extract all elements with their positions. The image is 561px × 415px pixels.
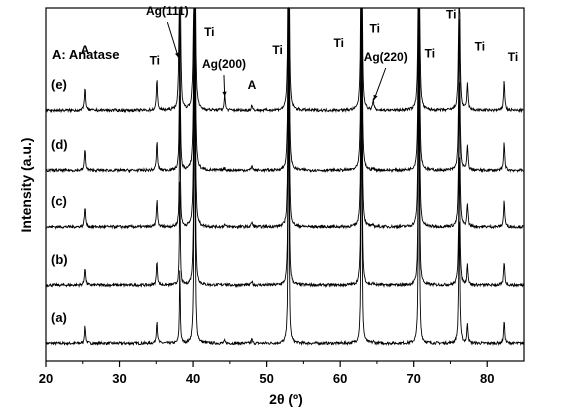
x-tick-label: 20 — [39, 371, 53, 386]
x-tick-label: 50 — [259, 371, 273, 386]
annotation-arrow — [373, 67, 387, 100]
x-tick-label: 70 — [406, 371, 420, 386]
x-tick-label: 80 — [480, 371, 494, 386]
x-tick-label: 40 — [186, 371, 200, 386]
peak-annotation: Ag(220) — [364, 50, 408, 64]
arrow-head — [174, 52, 180, 58]
series-line-5 — [45, 7, 525, 114]
peak-annotation: Ti — [425, 46, 435, 60]
plot-frame — [45, 7, 525, 362]
peak-annotation: Ti — [333, 36, 343, 50]
annotation-arrow — [166, 21, 179, 58]
peak-annotation: A — [81, 43, 90, 57]
arrow-head — [373, 94, 378, 100]
peak-annotation: Ti — [508, 50, 518, 64]
series-labels: (a) (b) (c) (d) (e) — [51, 77, 68, 325]
series-traces — [45, 6, 525, 347]
series-line-4 — [45, 7, 525, 174]
peak-annotation: Ti — [272, 43, 282, 57]
series-label: (c) — [51, 194, 67, 209]
peak-annotation: Ti — [204, 25, 214, 39]
series-label: (e) — [51, 77, 67, 92]
peak-annotation: Ti — [150, 54, 160, 68]
annotation-arrows — [166, 21, 387, 100]
x-tick-label: 60 — [333, 371, 347, 386]
arrow-head — [222, 91, 227, 97]
series-line-1 — [45, 7, 525, 347]
x-axis-ticks: 20 30 40 50 60 70 80 — [39, 361, 494, 386]
series-label: (b) — [51, 252, 68, 267]
peak-annotation: Ag(200) — [202, 57, 246, 71]
series-line-3 — [45, 6, 525, 230]
peak-annotation: Ti — [475, 39, 485, 53]
series-line-2 — [45, 7, 525, 289]
y-axis-label: Intensity (a.u.) — [18, 138, 34, 233]
peak-annotation: A — [248, 78, 257, 92]
series-label: (d) — [51, 137, 68, 152]
peak-annotation: Ti — [446, 8, 456, 22]
series-label: (a) — [51, 310, 67, 325]
x-axis-label: 2θ (º) — [269, 391, 303, 407]
legend-text: A: Anatase — [52, 47, 119, 62]
peak-annotation: Ti — [369, 22, 379, 36]
x-tick-label: 30 — [112, 371, 126, 386]
peak-annotation: Ag(111) — [146, 4, 189, 18]
